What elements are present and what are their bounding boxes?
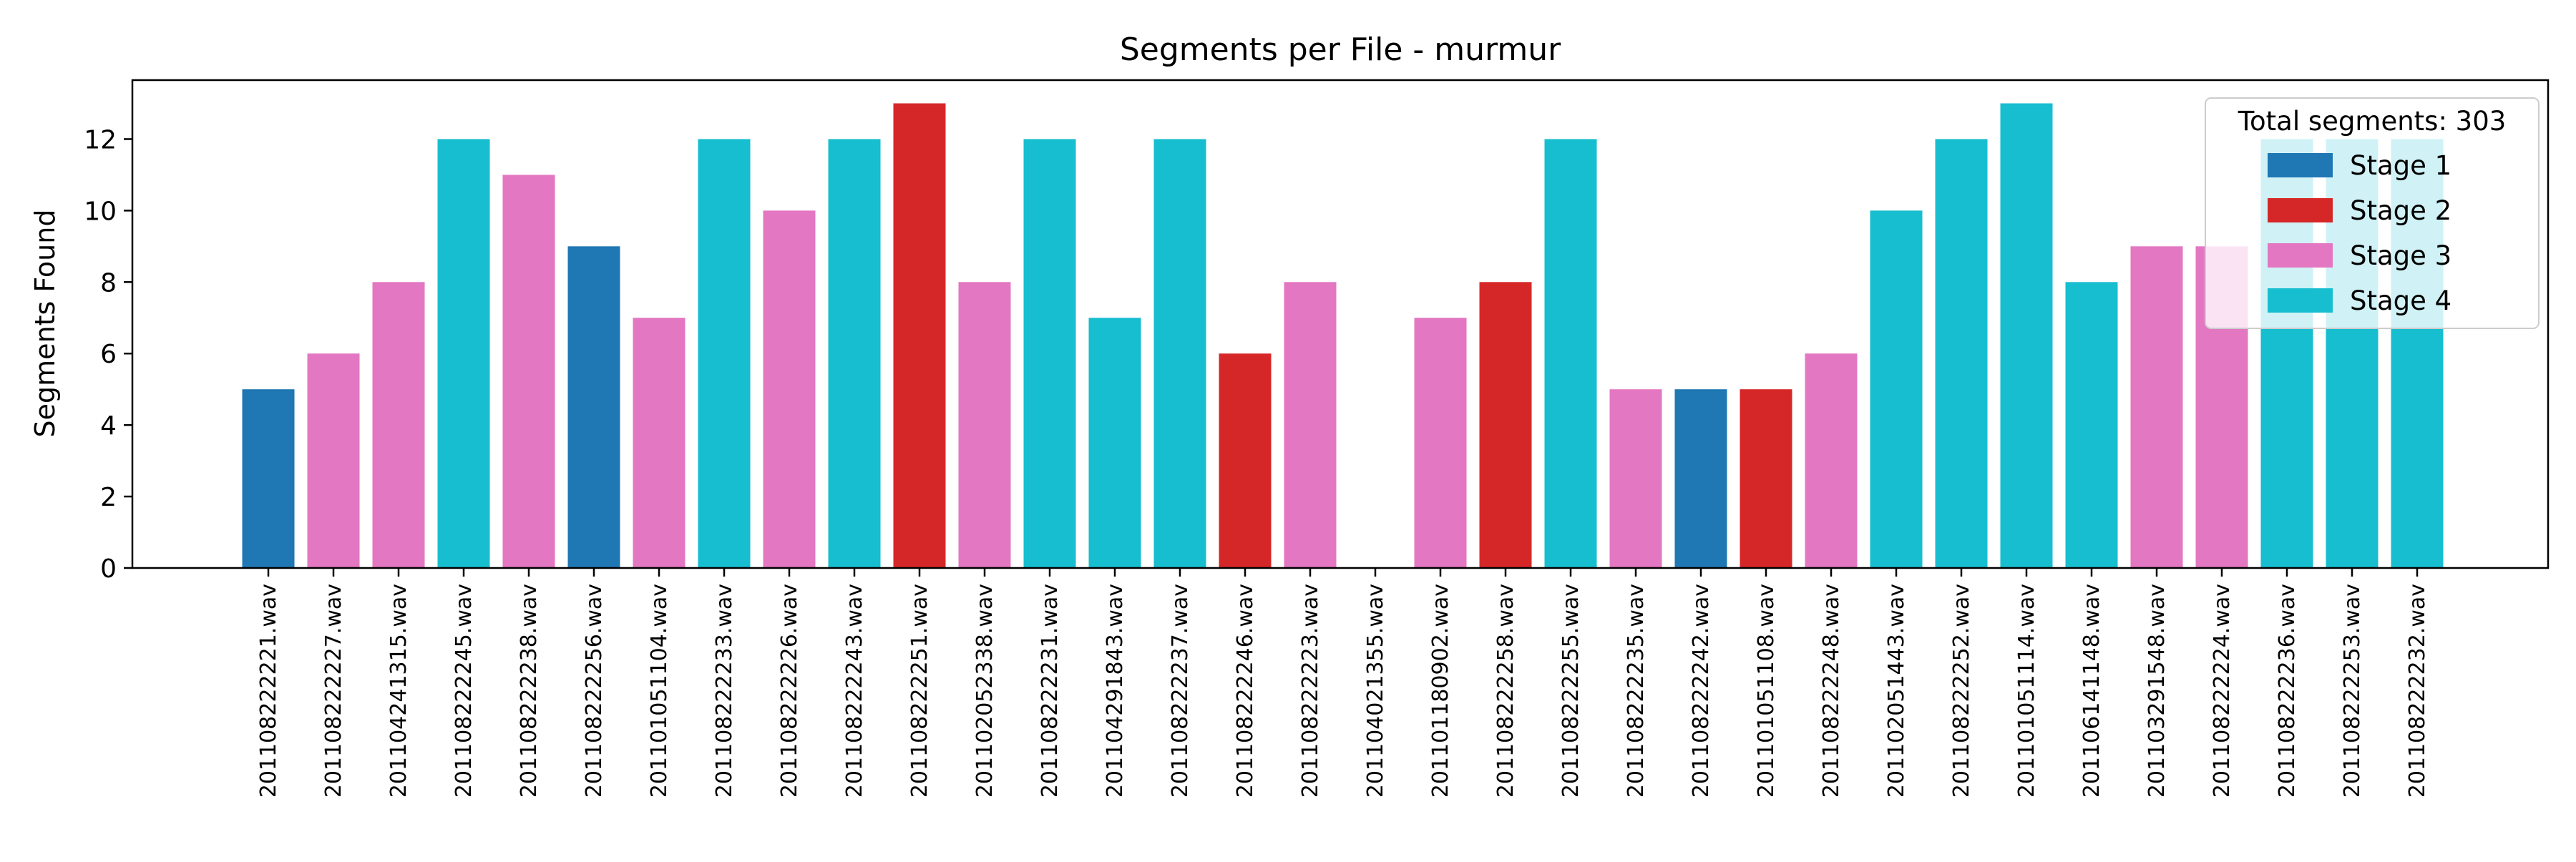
x-tick-label: 201108222258.wav xyxy=(1493,584,1518,798)
bars xyxy=(242,103,2444,568)
x-axis-ticks: 201108222221.wav 201108222227.wav 20110424… xyxy=(256,568,2430,798)
bar xyxy=(1674,389,1727,568)
x-tick-label: 201108222245.wav xyxy=(452,584,477,798)
bar xyxy=(372,282,425,568)
bar xyxy=(502,175,555,568)
x-tick-label: 201103291548.wav xyxy=(2145,584,2170,798)
legend-swatch xyxy=(2268,243,2333,268)
x-tick-label: 201108222251.wav xyxy=(907,584,932,798)
y-tick-label: 12 xyxy=(84,125,117,155)
x-tick-label: 201108222243.wav xyxy=(842,584,867,798)
x-tick-label: 201108222252.wav xyxy=(1949,584,1974,798)
x-tick-label: 201108222223.wav xyxy=(1298,584,1323,798)
bar xyxy=(893,103,946,568)
y-tick-label: 10 xyxy=(84,197,117,226)
bar xyxy=(1609,389,1662,568)
bar xyxy=(307,353,360,568)
bar xyxy=(1414,318,1467,568)
x-tick-label: 201108222227.wav xyxy=(321,584,346,798)
y-axis-ticks: 0 2 4 6 8 10 12 xyxy=(84,125,132,584)
bar xyxy=(1479,282,1532,568)
bar xyxy=(1284,282,1337,568)
bar xyxy=(437,139,490,568)
bar xyxy=(1935,139,1988,568)
legend: Total segments: 303 Stage 1 Stage 2 Stage … xyxy=(2205,97,2540,329)
x-tick-label: 201108222226.wav xyxy=(777,584,802,798)
legend-title: Total segments: 303 xyxy=(2238,106,2507,137)
legend-label: Stage 4 xyxy=(2350,285,2451,316)
y-tick-label: 4 xyxy=(100,411,117,441)
x-tick-label: 201104241315.wav xyxy=(386,584,411,798)
x-tick-label: 201108222224.wav xyxy=(2210,584,2235,798)
bar xyxy=(958,282,1011,568)
x-tick-label: 201102052338.wav xyxy=(972,584,997,798)
bar xyxy=(2130,246,2183,568)
x-tick-label: 201108222231.wav xyxy=(1038,584,1063,798)
bar xyxy=(567,246,620,568)
bar xyxy=(1740,389,1792,568)
bar xyxy=(1023,139,1076,568)
bar xyxy=(1870,210,1923,568)
y-tick-label: 0 xyxy=(100,554,117,584)
bar xyxy=(633,318,686,568)
bar xyxy=(2065,282,2118,568)
x-tick-label: 201101051108.wav xyxy=(1754,584,1779,798)
x-tick-label: 201101180902.wav xyxy=(1428,584,1453,798)
x-tick-label: 201101051104.wav xyxy=(647,584,672,798)
legend-label: Stage 3 xyxy=(2350,240,2451,271)
bar xyxy=(763,210,816,568)
bar xyxy=(1088,318,1141,568)
bar xyxy=(1805,353,1858,568)
y-axis-label: Segments Found xyxy=(29,210,61,438)
x-tick-label: 201108222235.wav xyxy=(1624,584,1649,798)
x-tick-label: 201108222221.wav xyxy=(256,584,281,798)
chart-title: Segments per File - murmur xyxy=(1120,31,1561,68)
y-tick-label: 8 xyxy=(100,268,117,298)
legend-swatch xyxy=(2268,288,2333,313)
legend-label: Stage 2 xyxy=(2350,195,2451,226)
bar xyxy=(1153,139,1206,568)
bar xyxy=(242,389,295,568)
x-tick-label: 201108222248.wav xyxy=(1819,584,1844,798)
x-tick-label: 201108222256.wav xyxy=(582,584,607,798)
y-tick-label: 2 xyxy=(100,483,117,512)
x-tick-label: 201108222233.wav xyxy=(712,584,737,798)
x-tick-label: 201104291843.wav xyxy=(1103,584,1128,798)
x-tick-label: 201102051443.wav xyxy=(1884,584,1909,798)
legend-swatch xyxy=(2268,198,2333,222)
x-tick-label: 201108222242.wav xyxy=(1689,584,1714,798)
x-tick-label: 201101051114.wav xyxy=(2014,584,2039,798)
bar xyxy=(1544,139,1597,568)
x-tick-label: 201108222238.wav xyxy=(517,584,542,798)
x-tick-label: 201108222246.wav xyxy=(1233,584,1258,798)
x-tick-label: 201104021355.wav xyxy=(1363,584,1388,798)
x-tick-label: 201108222237.wav xyxy=(1168,584,1193,798)
y-tick-label: 6 xyxy=(100,340,117,369)
bar xyxy=(1219,353,1272,568)
bar xyxy=(828,139,881,568)
bar xyxy=(2000,103,2053,568)
x-tick-label: 201108222236.wav xyxy=(2275,584,2300,798)
x-tick-label: 201108222232.wav xyxy=(2405,584,2430,798)
plot-area-frame xyxy=(131,79,2550,569)
bar xyxy=(698,139,751,568)
legend-swatch xyxy=(2268,153,2333,177)
x-tick-label: 201106141148.wav xyxy=(2079,584,2104,798)
legend-label: Stage 1 xyxy=(2350,150,2451,181)
x-tick-label: 201108222255.wav xyxy=(1558,584,1584,798)
x-tick-label: 201108222253.wav xyxy=(2340,584,2365,798)
